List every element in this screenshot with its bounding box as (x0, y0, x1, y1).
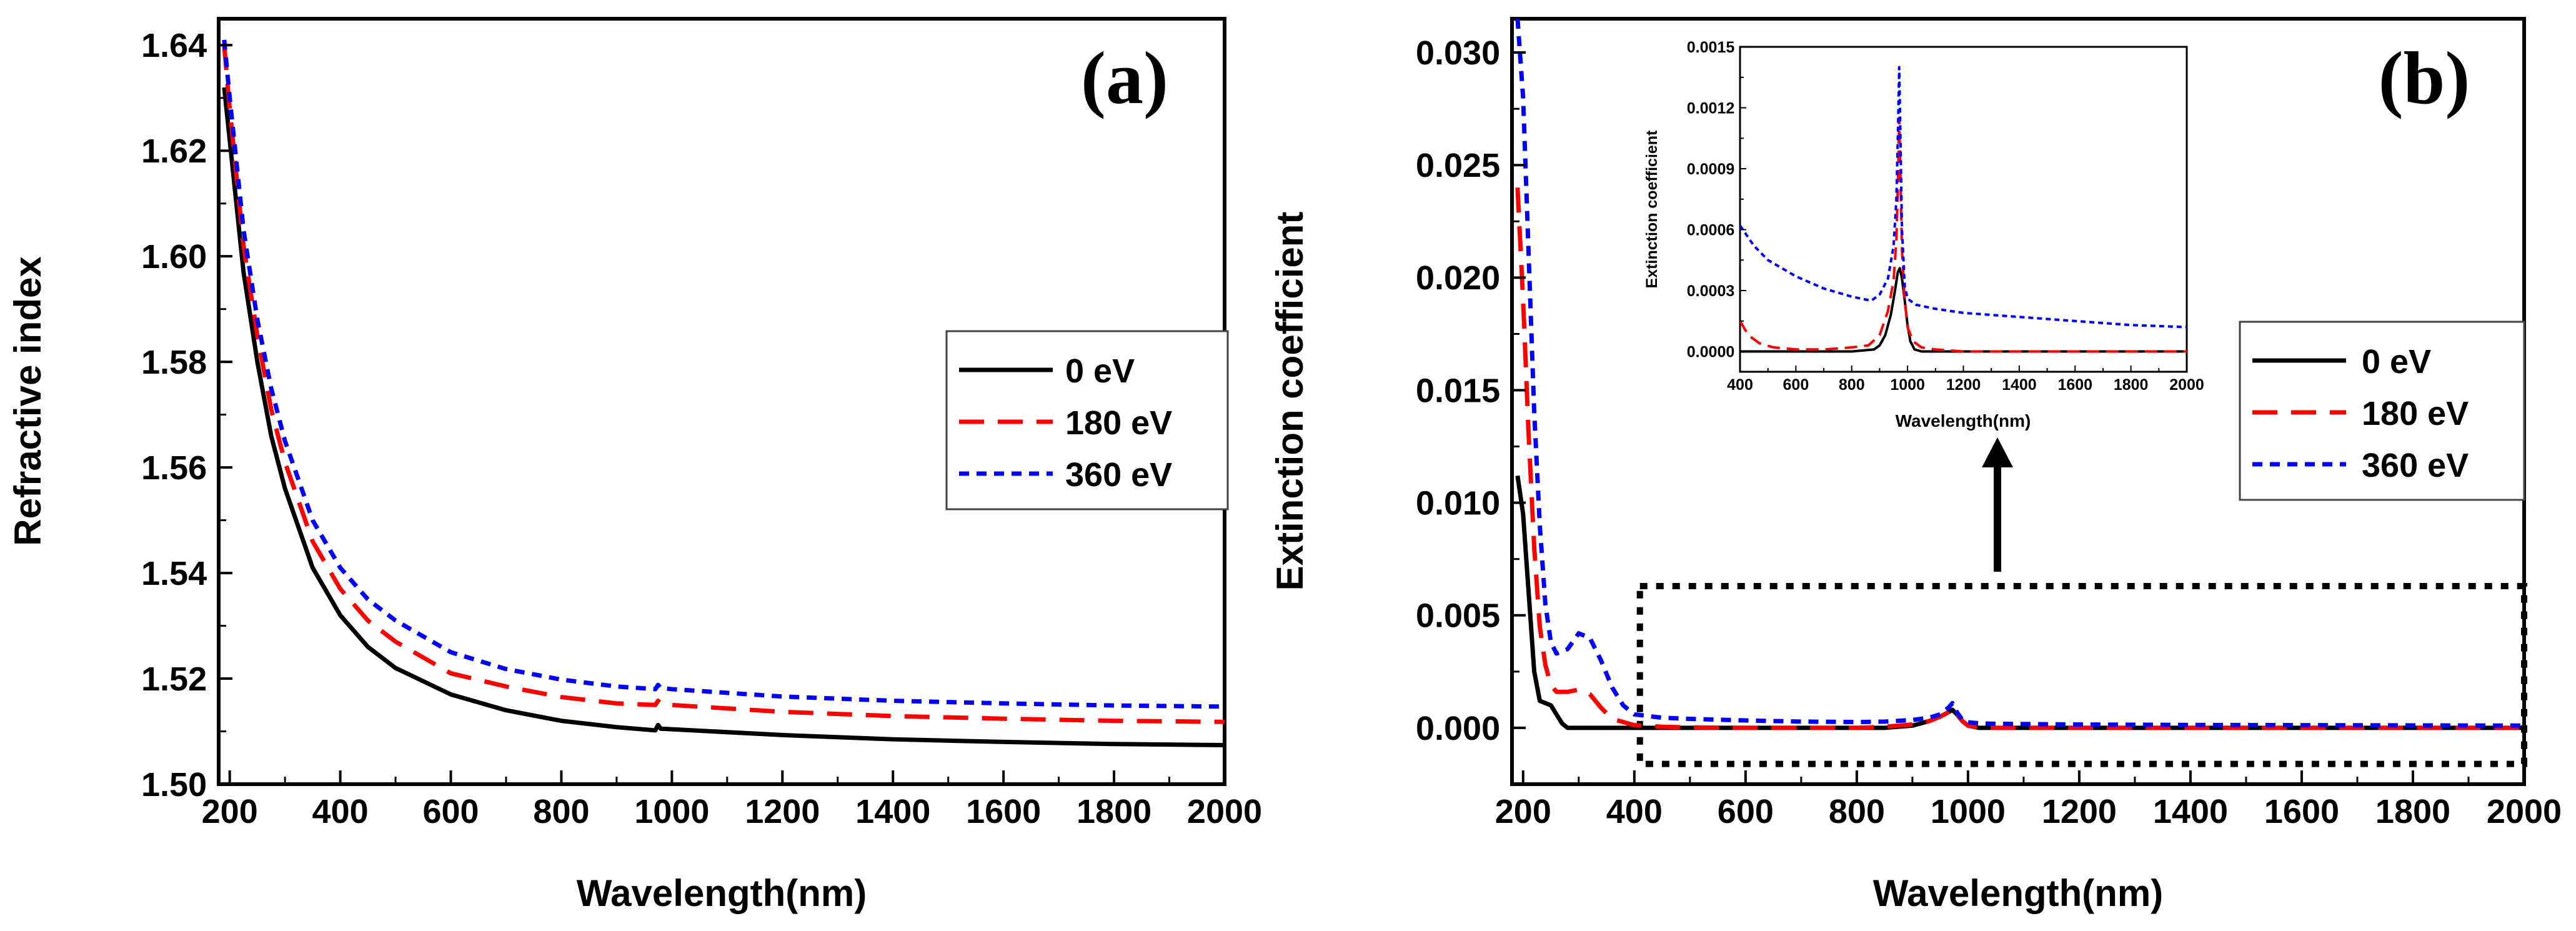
y-axis-label-b: Extinction coefficient (1269, 212, 1311, 591)
x-tick-label: 400 (1727, 376, 1753, 394)
x-tick-label: 1200 (2042, 793, 2117, 830)
zoom-arrow (1982, 437, 2013, 572)
x-tick-label: 200 (202, 793, 258, 830)
panel-a-refractive-index: 200 400 600 800 1000 1200 1400 1600 1800 2000 1.5… (141, 17, 1262, 830)
x-tick-label: 1400 (2002, 376, 2037, 394)
x-axis-ticks: 400 600 800 1000 1200 1400 1600 1800 2000 (1727, 366, 2204, 394)
panel-b-extinction-coefficient: 200 400 600 800 1000 1200 1400 1600 1800 2000 0.0… (1416, 17, 2562, 830)
legend-label-360ev: 360 eV (1065, 456, 1172, 494)
legend-label-180ev: 180 eV (1065, 404, 1172, 442)
x-tick-label: 1400 (2153, 793, 2228, 830)
y-tick-label: 1.64 (141, 27, 207, 64)
x-tick-label: 1800 (2114, 376, 2149, 394)
series-line-0-ev (1740, 267, 2187, 353)
x-tick-label: 1000 (1890, 376, 1925, 394)
y-axis-ticks: 1.50 1.52 1.54 1.56 1.58 1.60 1.62 1.64 (141, 27, 232, 804)
x-tick-label: 1200 (1946, 376, 1981, 394)
x-tick-label: 400 (312, 793, 369, 830)
series-layer (1515, 19, 2524, 730)
series-line-0-ev (1515, 475, 2524, 730)
series-line-0-ev (222, 87, 1225, 747)
arrow-head-icon (1982, 437, 2013, 467)
y-axis-ticks: 0.0000 0.0003 0.0006 0.0009 0.0012 0.0015 (1687, 39, 1746, 361)
zoom-region-box (1636, 582, 2528, 767)
y-tick-label: 1.62 (141, 132, 207, 170)
y-tick-label: 0.0015 (1687, 39, 1735, 56)
y-tick-label: 0.005 (1416, 597, 1500, 635)
series-line-180-ev (222, 44, 1225, 724)
legend-label-180ev: 180 eV (2362, 395, 2469, 432)
x-tick-label: 800 (533, 793, 589, 830)
y-tick-label: 0.0009 (1687, 161, 1734, 178)
y-tick-label: 1.60 (141, 238, 207, 276)
legend-label-0ev: 0 eV (2362, 343, 2431, 381)
y-tick-label: 0.030 (1416, 34, 1500, 72)
y-tick-label: 1.50 (141, 766, 207, 804)
series-line-360-ev (222, 39, 1225, 709)
x-tick-label: 2000 (2169, 376, 2204, 394)
y-tick-label: 0.000 (1416, 710, 1500, 747)
y-tick-label: 0.0012 (1687, 99, 1734, 117)
legend: 0 eV 180 eV 360 eV (2239, 321, 2525, 501)
x-tick-label: 1600 (966, 793, 1041, 830)
y-axis-ticks: 0.000 0.005 0.010 0.015 0.020 0.025 0.030 (1416, 34, 1526, 747)
x-axis-label-a: Wavelength(nm) (577, 872, 867, 914)
x-tick-label: 2000 (2487, 793, 2562, 830)
y-tick-label: 0.0000 (1687, 343, 1734, 361)
x-axis-label-b: Wavelength(nm) (1873, 872, 2163, 914)
x-tick-label: 1600 (2057, 376, 2092, 394)
inset-zoom-plot: 400 600 800 1000 1200 1400 1600 1800 2000 0.0000… (1687, 39, 2204, 394)
y-tick-label: 1.54 (141, 555, 207, 592)
x-tick-label: 1800 (2375, 793, 2450, 830)
x-tick-label: 600 (1718, 793, 1774, 830)
y-tick-label: 0.020 (1416, 259, 1500, 297)
series-layer (1740, 66, 2187, 353)
x-tick-label: 1000 (1931, 793, 2006, 830)
y-axis-label-a: Refractive index (7, 256, 49, 546)
panel-label-b: (b) (2379, 36, 2470, 119)
x-tick-label: 1200 (745, 793, 820, 830)
y-axis-label-inset: Extinction coefficient (1643, 130, 1661, 288)
x-tick-label: 1400 (855, 793, 930, 830)
x-axis-label-inset: Wavelength(nm) (1896, 411, 2031, 431)
series-layer (222, 39, 1225, 747)
y-tick-label: 1.56 (141, 449, 207, 487)
series-line-180-ev (1515, 187, 2524, 730)
y-tick-label: 0.010 (1416, 485, 1500, 522)
inset-background (1740, 47, 2187, 372)
x-axis-ticks: 200 400 600 800 1000 1200 1400 1600 1800 2000 (1495, 770, 2562, 830)
x-tick-label: 1600 (2264, 793, 2339, 830)
legend-label-0ev: 0 eV (1065, 352, 1135, 390)
x-tick-label: 600 (422, 793, 479, 830)
y-tick-label: 0.0003 (1687, 282, 1734, 300)
legend: 0 eV 180 eV 360 eV (945, 330, 1229, 510)
series-line-180-ev (1740, 116, 2187, 353)
y-tick-label: 1.52 (141, 660, 207, 698)
y-tick-label: 0.015 (1416, 372, 1500, 409)
y-tick-label: 1.58 (141, 344, 207, 381)
x-tick-label: 2000 (1187, 793, 1262, 830)
x-tick-label: 800 (1829, 793, 1885, 830)
x-axis-ticks: 200 400 600 800 1000 1200 1400 1600 1800 2000 (202, 770, 1262, 830)
y-tick-label: 0.0006 (1687, 221, 1734, 239)
x-tick-label: 1000 (634, 793, 709, 830)
x-tick-label: 1800 (1077, 793, 1151, 830)
x-tick-label: 400 (1606, 793, 1663, 830)
legend-frame (945, 330, 1229, 510)
legend-frame (2239, 321, 2525, 501)
legend-label-360ev: 360 eV (2362, 447, 2469, 484)
y-tick-label: 0.025 (1416, 147, 1500, 184)
panel-label-a: (a) (1081, 36, 1168, 119)
x-tick-label: 600 (1783, 376, 1809, 394)
x-tick-label: 800 (1839, 376, 1865, 394)
x-tick-label: 200 (1495, 793, 1551, 830)
